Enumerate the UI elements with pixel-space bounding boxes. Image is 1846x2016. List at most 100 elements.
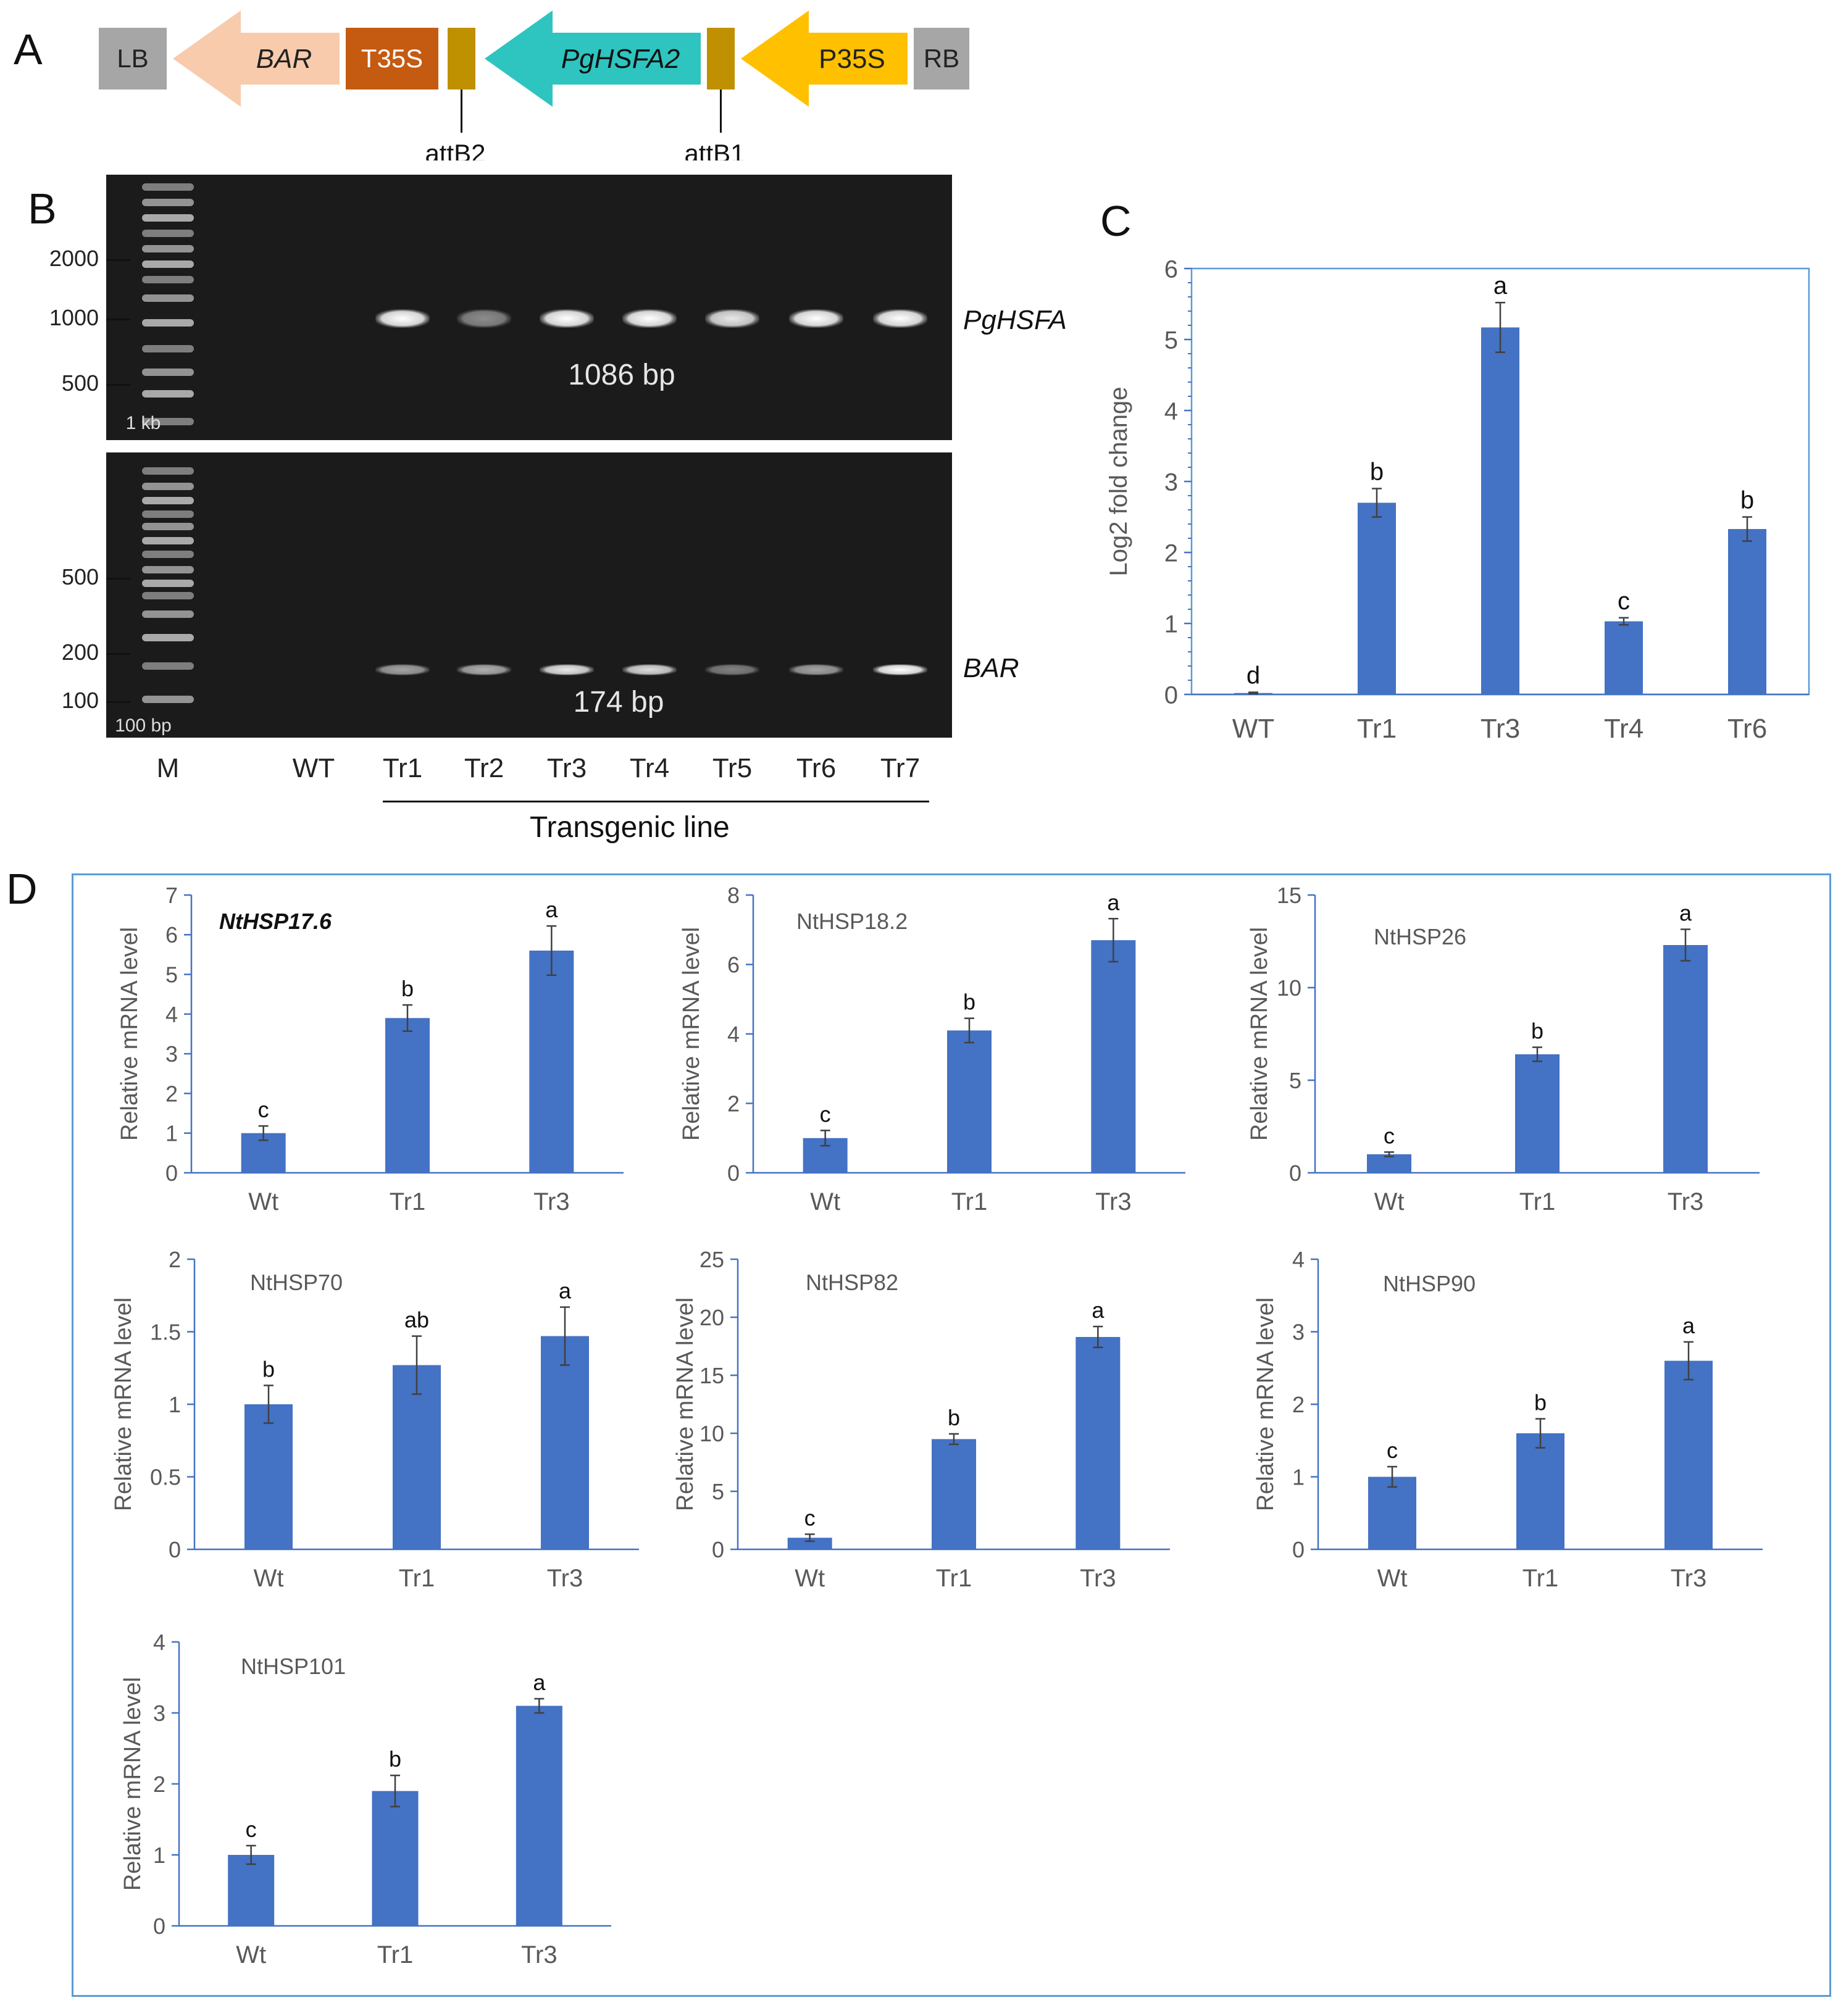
gel-top-svg-ladder-band	[142, 418, 194, 425]
gel-top-svg-ladder-band	[142, 260, 194, 268]
gel-bottom-mark-tick	[106, 578, 131, 580]
chart-nthsp26: 0 5 10 15 c Wt b Tr1 a Tr3 Relative mRNA level NtHS…	[1247, 883, 1760, 1215]
gel-bottom-mark-100: 100	[61, 688, 99, 713]
y-tick-label: 0	[1292, 1537, 1305, 1562]
gel-bottom-svg-ladder-band	[142, 592, 194, 599]
gel-bottom-svg-band-Tr4	[622, 664, 677, 675]
lane-label-tr2: Tr2	[464, 753, 504, 783]
y-tick-label: 0	[165, 1160, 178, 1186]
x-category-label: Tr1	[1522, 1565, 1559, 1592]
significance-letter: c	[820, 1101, 831, 1127]
bar-tr3	[541, 1336, 589, 1549]
significance-letter: b	[963, 989, 975, 1015]
construct-t35s	[346, 28, 438, 90]
significance-letter: a	[1092, 1297, 1105, 1323]
bar-tr3	[516, 1706, 562, 1926]
y-tick-label: 0	[153, 1914, 165, 1939]
gel-top-mark-500: 500	[61, 370, 99, 396]
y-axis-label: Relative mRNA level	[111, 1297, 136, 1511]
significance-letter: c	[1384, 1123, 1395, 1148]
construct-map: LB BAR T35S attB2 PgHSFA2 attB1 P35S RB	[99, 10, 969, 160]
gel-bottom-svg-ladder-band	[142, 566, 194, 573]
y-tick-label: 2	[165, 1081, 178, 1106]
y-axis-label: Relative mRNA level	[1253, 1297, 1279, 1511]
significance-letter: c	[1618, 588, 1630, 615]
gel-bottom-svg-ladder-band	[142, 497, 194, 504]
construct-p35s-label: P35S	[819, 44, 885, 74]
gel-top-mark-tick	[106, 259, 131, 261]
gel-top-image: 1 kb 1086 bp	[126, 183, 927, 433]
y-axis-label: Relative mRNA level	[672, 1297, 698, 1511]
construct-t35s-label: T35S	[361, 44, 423, 73]
gel-bottom-svg-ladder-band	[142, 551, 194, 558]
y-tick-label: 3	[153, 1701, 165, 1726]
y-tick-label: 3	[165, 1041, 178, 1067]
x-category-label: Tr3	[547, 1565, 583, 1592]
gel-bottom-gene-label: BAR	[963, 653, 1019, 683]
x-category-label: Tr3	[1481, 714, 1520, 744]
y-axis-label: Relative mRNA level	[117, 927, 143, 1141]
y-tick-label: 2	[153, 1772, 165, 1797]
construct-rb	[914, 28, 969, 90]
gel-bottom-svg-ladder-band	[142, 523, 194, 530]
significance-letter: a	[533, 1670, 546, 1695]
gel-top-svg-ladder-band	[142, 214, 194, 222]
x-category-label: Wt	[1377, 1565, 1408, 1592]
y-tick-label: 6	[1164, 256, 1178, 283]
bar-tr1	[1358, 502, 1396, 694]
y-tick-label: 2	[727, 1091, 740, 1116]
chart-title: NtHSP17.6	[219, 909, 332, 934]
chart-title: NtHSP26	[1374, 924, 1466, 949]
x-category-label: Tr3	[1671, 1565, 1707, 1592]
panel-letter-b: B	[28, 185, 57, 233]
gel-bottom-svg-band-Tr1	[375, 664, 430, 675]
transgenic-group-label: Transgenic line	[530, 811, 730, 844]
bar-tr1	[1515, 1054, 1560, 1173]
gel-top-mark-1000: 1000	[49, 305, 99, 330]
y-tick-label: 4	[1164, 398, 1178, 425]
y-axis-label: Relative mRNA level	[1247, 927, 1272, 1141]
gel-top: 1 kb 1086 bp	[106, 175, 952, 440]
x-category-label: Tr1	[399, 1565, 435, 1592]
gel-top-svg-band-Tr1	[375, 309, 430, 328]
gel-bottom-mark-tick	[106, 701, 131, 703]
gel-bottom-svg-ladder-band	[142, 696, 194, 703]
y-tick-label: 5	[1289, 1068, 1301, 1093]
x-category-label: Tr3	[1668, 1188, 1704, 1215]
y-tick-label: 10	[1277, 975, 1301, 1001]
chart-title: NtHSP70	[250, 1270, 343, 1295]
y-tick-label: 2	[1164, 539, 1178, 567]
gel-top-svg-band-size: 1086 bp	[568, 359, 675, 391]
chart-nthsp18-2: 0 2 4 6 8 c Wt b Tr1 a Tr3 Relative mRNA level NtHSP…	[679, 883, 1185, 1215]
x-category-label: Tr1	[377, 1941, 414, 1968]
y-tick-label: 15	[1277, 883, 1301, 908]
gel-bottom-svg-band-size: 174 bp	[574, 686, 664, 719]
y-tick-label: 25	[700, 1247, 724, 1272]
construct-attb2-label: attB2	[425, 139, 485, 160]
gel-top-mark-tick	[106, 384, 131, 386]
y-tick-label: 6	[727, 952, 740, 977]
y-tick-label: 3	[1292, 1319, 1305, 1344]
significance-letter: a	[1679, 901, 1692, 926]
gel-bottom: 100 bp 174 bp	[106, 452, 952, 738]
x-category-label: Tr3	[1080, 1565, 1116, 1592]
gel-top-svg-ladder-band	[142, 245, 194, 252]
significance-letter: a	[1493, 272, 1508, 299]
bar-wt	[1367, 1154, 1411, 1173]
lane-label-tr4: Tr4	[629, 753, 670, 783]
gel-bottom-svg-ladder-band	[142, 610, 194, 618]
x-category-label: Tr1	[390, 1188, 426, 1215]
bar-tr3	[1481, 327, 1519, 694]
gel-bottom-svg-ladder-band	[142, 467, 194, 475]
y-tick-label: 0	[1289, 1160, 1301, 1186]
bar-wt	[228, 1855, 275, 1926]
gel-top-svg-band-Tr3	[540, 309, 594, 328]
construct-lb-label: LB	[117, 44, 148, 73]
chart-nthsp70: 0 0.5 1 1.5 2 b Wt ab Tr1 a Tr3 Relative mRNA level…	[111, 1247, 639, 1592]
gel-top-svg-ladder-band	[142, 345, 194, 352]
chart-nthsp101: 0 1 2 3 4 c Wt b Tr1 a Tr3 Relative mRNA level NtHSP…	[120, 1630, 611, 1968]
significance-letter: b	[1531, 1018, 1543, 1044]
y-tick-label: 6	[165, 922, 178, 948]
y-tick-label: 5	[165, 962, 178, 988]
bar-tr3	[1091, 940, 1136, 1173]
